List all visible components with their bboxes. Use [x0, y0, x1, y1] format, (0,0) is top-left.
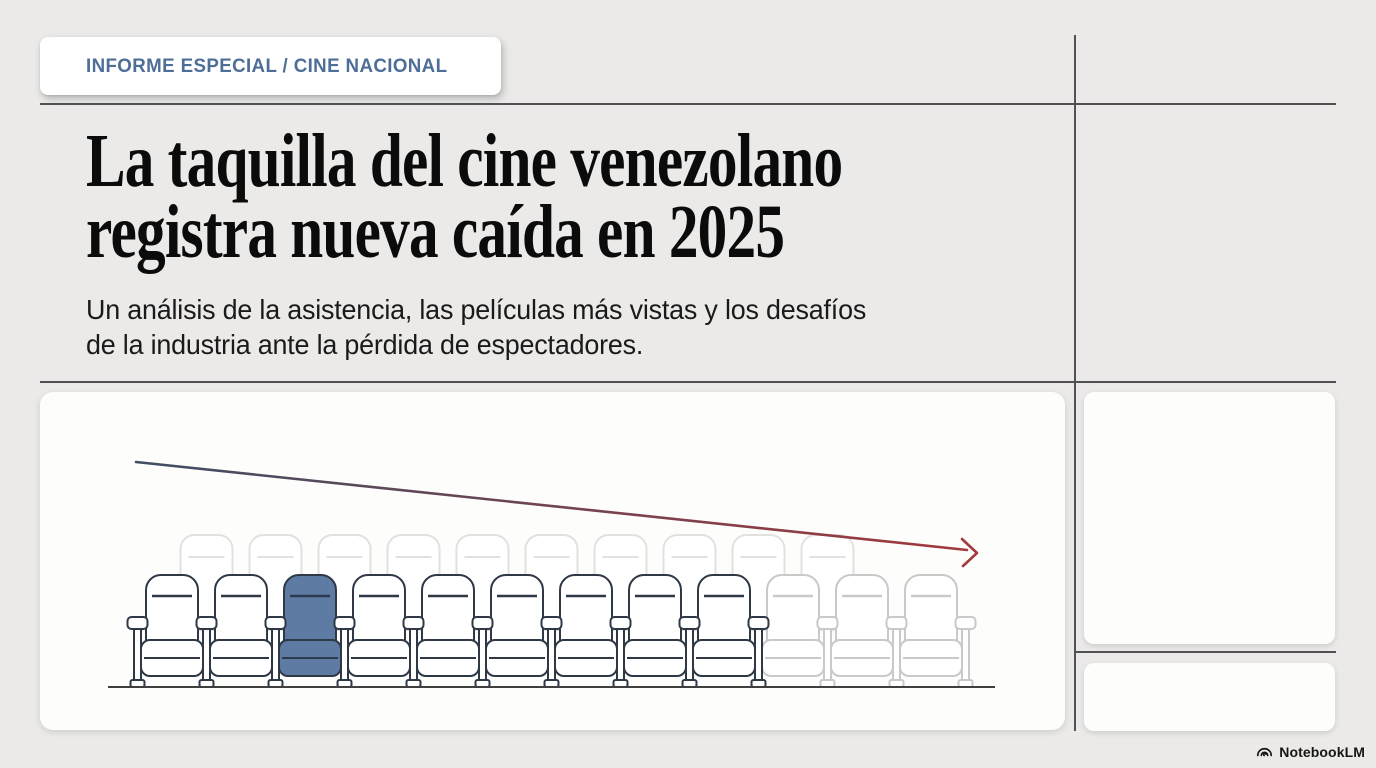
kicker-badge: INFORME ESPECIAL / CINE NACIONAL [40, 37, 501, 95]
subtitle: Un análisis de la asistencia, las pelícu… [86, 292, 899, 362]
empty-seat [416, 574, 480, 677]
decline-arrow-head [960, 537, 979, 568]
seat-armrest [885, 616, 908, 688]
seat-armrest [954, 616, 977, 688]
empty-seat [554, 574, 618, 677]
notebooklm-logo-icon [1257, 747, 1273, 757]
seat-armrest [333, 616, 356, 688]
illustration-card [40, 392, 1065, 730]
empty-seat [692, 574, 756, 677]
subtitle-line-1: Un análisis de la asistencia, las pelícu… [86, 294, 867, 325]
empty-seat [623, 574, 687, 677]
headline-line-1: La taquilla del cine venezolano [86, 119, 843, 203]
seat-armrest [678, 616, 701, 688]
seat-armrest [540, 616, 563, 688]
faded-seat [899, 574, 963, 677]
decline-arrow [134, 460, 969, 552]
occupied-highlight-seat [278, 574, 342, 677]
column-divider-rule [1074, 35, 1076, 731]
header-rule [40, 103, 1336, 105]
notebooklm-label: NotebookLM [1279, 743, 1365, 760]
section-rule [40, 381, 1336, 383]
subtitle-line-2: de la industria ante la pérdida de espec… [86, 329, 644, 360]
faded-seat [830, 574, 894, 677]
empty-seat [209, 574, 273, 677]
kicker-text: INFORME ESPECIAL / CINE NACIONAL [86, 54, 448, 77]
faded-seat [761, 574, 825, 677]
empty-seat [485, 574, 549, 677]
seat-armrest [609, 616, 632, 688]
seat-armrest [816, 616, 839, 688]
cinema-seats-illustration [108, 460, 995, 688]
notebooklm-watermark: NotebookLM [1255, 742, 1365, 761]
empty-seat [347, 574, 411, 677]
sidebar-rule [1075, 651, 1336, 653]
sidebar-card-bottom [1084, 663, 1335, 731]
headline: La taquilla del cine venezolano registra… [86, 119, 1056, 274]
seat-armrest [402, 616, 425, 688]
seat-armrest [126, 616, 149, 688]
headline-line-2: registra nueva caída en 2025 [86, 190, 785, 274]
sidebar-card-top [1084, 392, 1335, 644]
empty-seat [140, 574, 204, 677]
seat-armrest [747, 616, 770, 688]
